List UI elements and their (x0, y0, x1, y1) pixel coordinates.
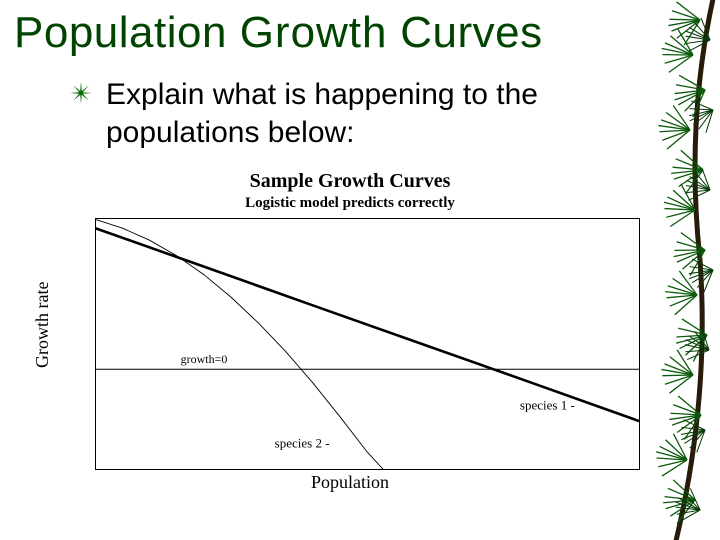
x-axis-label: Population (40, 472, 660, 493)
title-word-2: Growth (240, 8, 388, 58)
starburst-icon (70, 82, 92, 109)
plot-svg: growth=0 species 1 - species 2 - (95, 218, 640, 470)
bullet-row: Explain what is happening to the populat… (0, 58, 720, 151)
svg-text:species 1 -: species 1 - (520, 398, 575, 413)
growth-curves-chart: Sample Growth Curves Logistic model pred… (40, 168, 660, 508)
slide-title: Population Growth Curves (0, 0, 720, 58)
chart-subtitle: Logistic model predicts correctly (40, 195, 660, 212)
plot-area: growth=0 species 1 - species 2 - (95, 218, 640, 470)
svg-text:growth=0: growth=0 (181, 352, 228, 366)
bullet-text: Explain what is happening to the populat… (106, 76, 646, 151)
title-word-1: Population (14, 8, 227, 58)
chart-title: Sample Growth Curves (40, 170, 660, 193)
y-axis-label: Growth rate (32, 282, 53, 368)
title-word-3: Curves (400, 8, 542, 58)
svg-text:species 2 -: species 2 - (275, 435, 330, 450)
